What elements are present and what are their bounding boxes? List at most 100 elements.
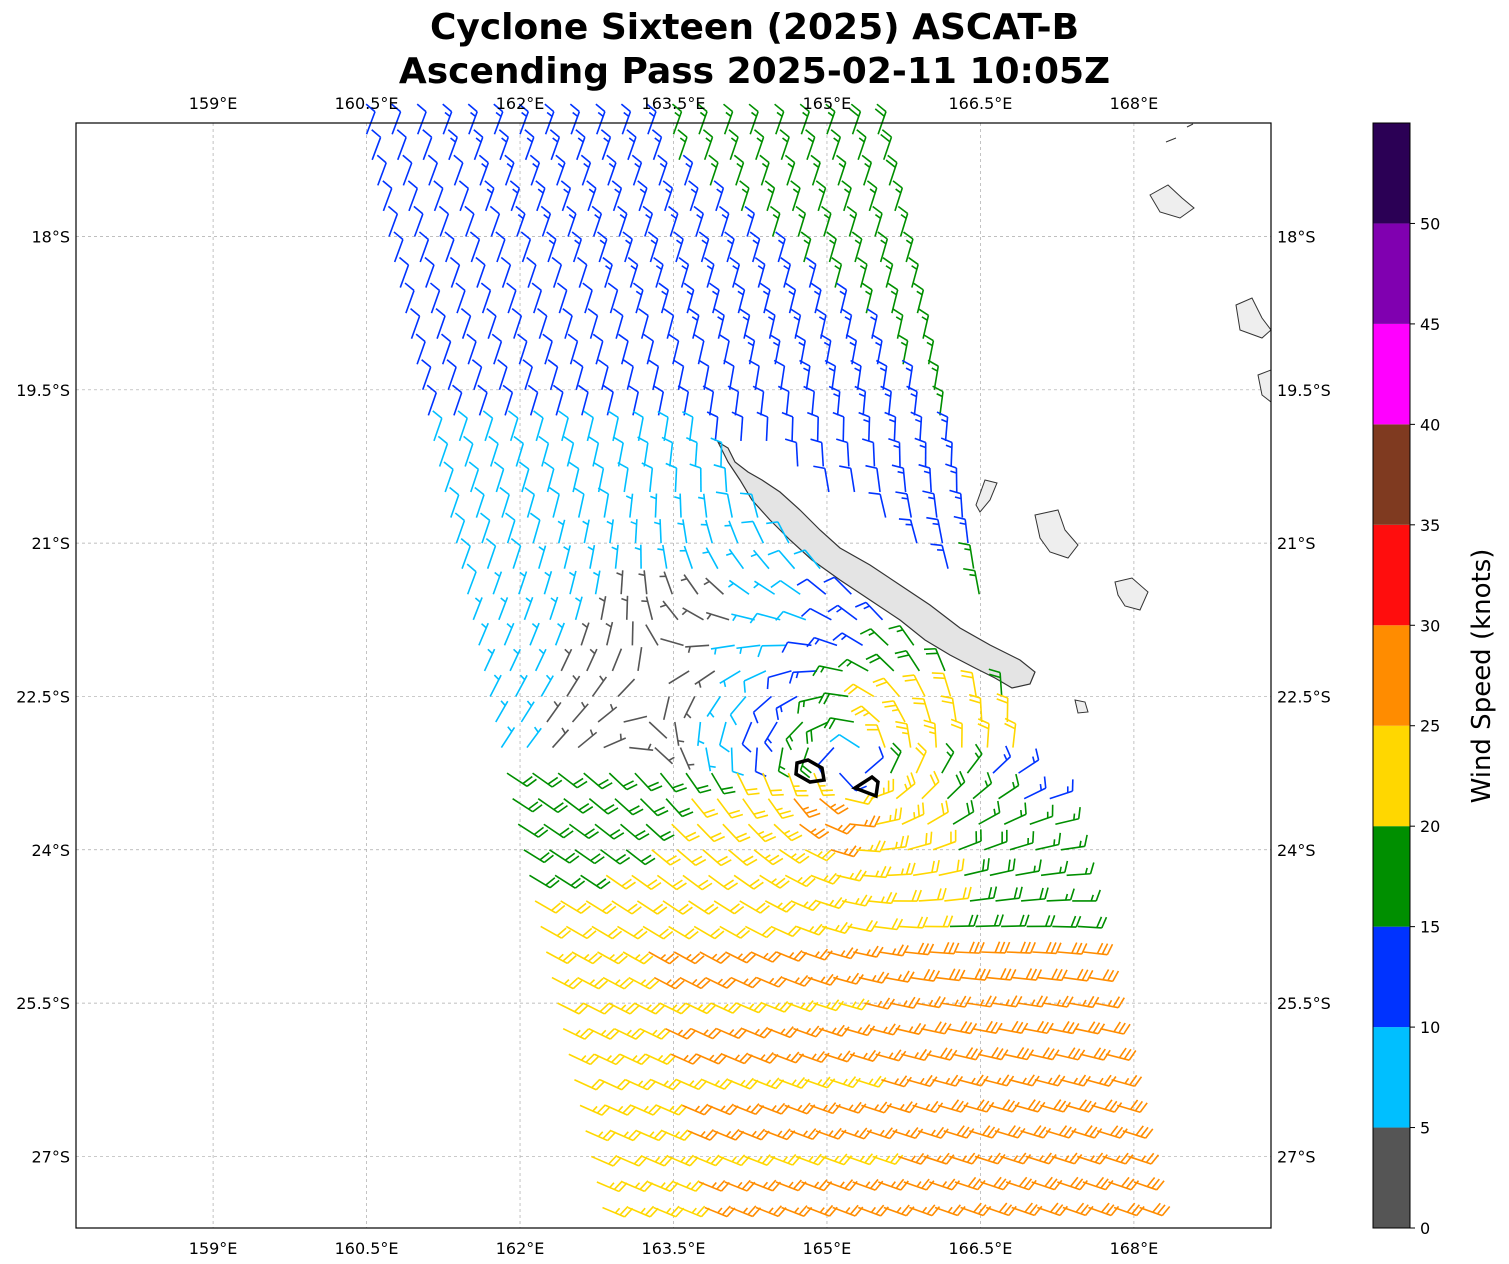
barb-full: [915, 747, 925, 757]
wind-barb: [708, 874, 739, 891]
barb-full: [1082, 1075, 1091, 1087]
barb-half: [568, 571, 576, 577]
barb-full: [942, 915, 949, 927]
barb-half: [845, 1207, 851, 1213]
barb-full: [630, 1028, 641, 1038]
barb-full: [948, 968, 956, 980]
barb-full: [618, 1182, 628, 1192]
wind-barb: [563, 798, 594, 814]
wind-barb: [1029, 804, 1054, 825]
wind-barb: [463, 435, 474, 467]
barb-staff: [371, 137, 382, 161]
wind-barb: [683, 696, 696, 719]
barb-full: [813, 1153, 822, 1164]
wind-barb: [898, 518, 918, 544]
barb-staff: [724, 1181, 748, 1192]
barb-staff: [766, 187, 776, 212]
barb-staff: [731, 613, 755, 621]
barb-full: [733, 1027, 743, 1037]
barb-full: [710, 927, 721, 937]
wind-barb: [538, 545, 547, 569]
barb-staff: [520, 701, 535, 723]
barb-staff: [756, 976, 779, 988]
wind-barb: [433, 180, 444, 212]
barb-staff: [973, 570, 981, 595]
barb-full: [566, 205, 577, 215]
wind-barb: [518, 461, 530, 493]
barb-full: [971, 1154, 981, 1165]
barb-full: [920, 1154, 929, 1165]
barb-full: [1035, 969, 1043, 981]
barb-half: [823, 213, 830, 219]
wind-barb: [1060, 1074, 1091, 1087]
barb-half: [757, 265, 764, 270]
barb-full: [1145, 1128, 1154, 1139]
wind-barb: [1051, 1152, 1083, 1165]
wind-barb: [897, 333, 909, 365]
barb-full: [697, 103, 708, 113]
barb-full: [917, 942, 925, 954]
wind-barb: [813, 465, 830, 493]
wind-barb: [739, 900, 770, 914]
wind-barb: [623, 715, 648, 723]
wind-barb: [491, 333, 503, 365]
barb-full: [1125, 1154, 1134, 1165]
barb-staff: [919, 416, 923, 441]
barb-staff: [586, 648, 598, 672]
barb-full: [673, 1103, 683, 1114]
wind-barb: [844, 1024, 876, 1037]
barb-staff: [1139, 1206, 1163, 1217]
wind-barb: [545, 951, 577, 965]
barb-full: [897, 333, 909, 342]
barb-full: [582, 927, 593, 937]
barb-full: [1098, 1048, 1106, 1060]
wind-barb: [464, 205, 475, 237]
barb-full: [741, 743, 752, 753]
barb-staff: [630, 1104, 654, 1116]
wind-barb: [773, 1051, 805, 1064]
barb-half: [557, 622, 563, 629]
barb-full: [1114, 1126, 1124, 1138]
barb-staff: [659, 772, 677, 793]
barb-staff: [964, 869, 988, 877]
barb-full: [1004, 941, 1011, 954]
barb-staff: [663, 571, 674, 595]
wind-barb: [1025, 1152, 1057, 1165]
wind-barb: [724, 520, 739, 544]
wind-barb: [1003, 802, 1027, 825]
wind-barb: [645, 1053, 677, 1065]
barb-full: [825, 103, 836, 113]
wind-barb: [719, 925, 751, 939]
barb-staff: [673, 951, 696, 965]
barb-half: [762, 1181, 769, 1188]
barb-full: [682, 1027, 692, 1038]
barb-half: [783, 830, 791, 835]
barb-full: [499, 486, 510, 496]
barb-half: [863, 418, 870, 423]
barb-full: [597, 778, 609, 787]
barb-half: [1079, 840, 1082, 848]
barb-full: [854, 601, 867, 608]
barb-staff: [872, 1155, 896, 1166]
wind-barb: [818, 1024, 850, 1037]
barb-staff: [635, 289, 644, 314]
barb-full: [889, 1153, 899, 1164]
barb-full: [841, 308, 852, 316]
barb-staff: [915, 750, 927, 774]
barb-half: [905, 1129, 911, 1136]
barb-half: [575, 1029, 581, 1036]
barb-full: [749, 878, 760, 887]
wind-barb: [868, 492, 887, 518]
barb-full: [1058, 1100, 1067, 1111]
barb-full: [793, 1179, 802, 1190]
barb-full: [1018, 886, 1023, 899]
barb-full: [586, 930, 597, 940]
barb-full: [646, 1080, 657, 1091]
wind-barb: [855, 1075, 887, 1088]
barb-full: [1140, 1126, 1149, 1138]
barb-full: [1100, 1178, 1109, 1189]
wind-barb: [912, 697, 932, 723]
barb-full: [1029, 941, 1036, 954]
barb-staff: [994, 1130, 1019, 1139]
wind-barb: [929, 941, 960, 955]
